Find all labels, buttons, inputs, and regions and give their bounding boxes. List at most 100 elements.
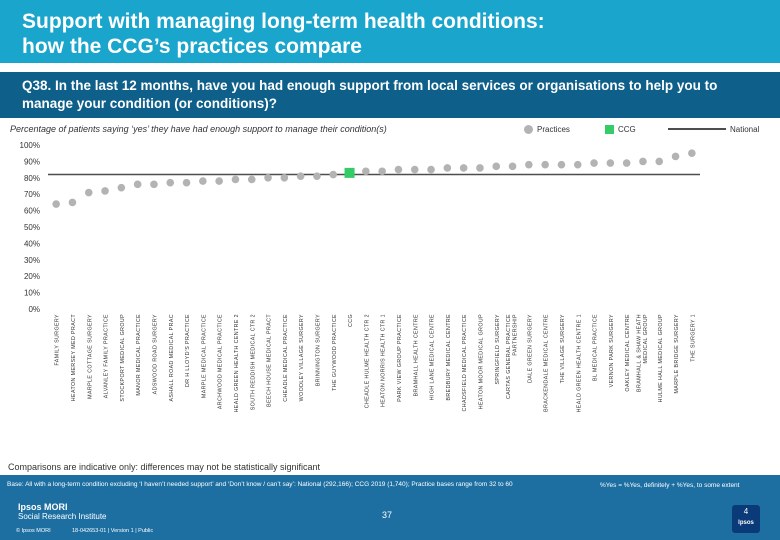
practice-marker bbox=[606, 159, 615, 167]
page-title: Support with managing long-term health c… bbox=[22, 9, 762, 59]
category-label: HULME HALL MEDICAL GROUP bbox=[658, 314, 664, 402]
category-label: SOUTH REDDISH MEDICAL CTR 2 bbox=[250, 314, 256, 410]
category-label: ALVANLEY FAMILY PRACTICE bbox=[104, 314, 110, 398]
category-label: CCG bbox=[348, 314, 354, 327]
category-label: CARTAS GENERAL PRACTICE bbox=[506, 314, 512, 399]
page-title-line1: Support with managing long-term health c… bbox=[22, 10, 545, 33]
category-label: CHEADLE HULME HEALTH CTR 2 bbox=[364, 314, 370, 408]
category-label: HEALD GREEN HEALTH CENTRE 2 bbox=[234, 314, 240, 412]
y-tick-label: 80% bbox=[24, 174, 40, 183]
practice-marker bbox=[688, 149, 696, 157]
practice-marker bbox=[329, 170, 338, 179]
category-label: FAMILY SURGERY bbox=[55, 314, 61, 366]
practice-marker bbox=[655, 157, 664, 166]
legend-national-label: National bbox=[730, 124, 760, 134]
practice-marker bbox=[590, 159, 598, 167]
chart-subtitle: Percentage of patients saying ‘yes’ they… bbox=[10, 124, 387, 134]
ccg-marker bbox=[344, 167, 355, 178]
practice-marker bbox=[280, 174, 289, 182]
practice-marker bbox=[443, 164, 452, 172]
category-label: PARTNERSHIP bbox=[513, 314, 519, 356]
practice-marker bbox=[150, 180, 158, 189]
practice-marker bbox=[671, 152, 680, 161]
practice-comparison-chart: 0% 10% 20% 30% 40% 50% 60% 70% 80% 90% 100% FAMILY … bbox=[20, 141, 700, 412]
category-label: STOCKPORT MEDICAL GROUP bbox=[120, 314, 126, 402]
national-line-icon bbox=[668, 128, 726, 130]
question-bar: Q38. In the last 12 months, have you had… bbox=[0, 72, 780, 118]
practice-marker bbox=[508, 162, 517, 171]
category-label: THE VILLAGE SURGERY bbox=[560, 314, 566, 383]
category-label: SPRINGFIELD SURGERY bbox=[495, 314, 501, 385]
category-label: BRAMHALL & SHAW HEATH bbox=[636, 314, 642, 392]
practice-marker bbox=[459, 164, 468, 172]
y-tick-label: 70% bbox=[24, 190, 40, 199]
category-label: WOODLEY VILLAGE SURGERY bbox=[299, 314, 305, 401]
category-label: DR H LLOYD'S PRACTICE bbox=[185, 314, 191, 387]
practice-marker bbox=[313, 172, 321, 180]
practice-marker bbox=[101, 187, 109, 195]
ipsos-logo: 4 Ipsos bbox=[732, 505, 760, 533]
practice-marker bbox=[476, 164, 484, 172]
category-label: BEECH HOUSE MEDICAL PRACT bbox=[267, 314, 273, 407]
page-number: 37 bbox=[382, 510, 393, 520]
category-label: ARCHWOOD MEDICAL PRACTICE bbox=[218, 314, 224, 409]
practice-marker bbox=[525, 160, 533, 169]
category-label: HEATON NORRIS HEALTH CTR 1 bbox=[381, 314, 387, 407]
practice-marker bbox=[166, 178, 175, 187]
ccg-marker-icon bbox=[605, 124, 614, 134]
practice-marker bbox=[378, 167, 386, 176]
practice-marker bbox=[215, 177, 223, 185]
practice-marker bbox=[117, 183, 126, 192]
category-label: MEDICAL GROUP bbox=[643, 314, 649, 364]
legend-ccg-label: CCG bbox=[618, 124, 636, 134]
category-label: ASHALL ROAD MEDICAL PRAC bbox=[169, 314, 175, 402]
y-tick-label: 90% bbox=[24, 157, 40, 166]
legend-practices-label: Practices bbox=[537, 124, 570, 134]
logo-word: Ipsos bbox=[738, 520, 754, 526]
practice-marker bbox=[296, 172, 305, 180]
practice-marker bbox=[639, 157, 647, 166]
category-label: CHADSFIELD MEDICAL PRACTICE bbox=[462, 314, 468, 411]
practice-marker bbox=[133, 180, 142, 189]
practice-marker bbox=[84, 188, 93, 197]
category-label: BRACKENDALE MEDICAL CENTRE bbox=[544, 314, 550, 412]
category-label: THE GUYWOOD PRACTICE bbox=[332, 314, 338, 391]
category-label: BREDBURY MEDICAL CENTRE bbox=[446, 314, 452, 401]
copyright-text: © Ipsos MORI bbox=[16, 528, 51, 534]
job-reference: 18-042653-01 | Version 1 | Public bbox=[72, 528, 154, 534]
brand-institute: Social Research Institute bbox=[18, 512, 107, 521]
practice-marker bbox=[264, 174, 272, 182]
brand-name: Ipsos MORI bbox=[18, 502, 68, 512]
category-label: BL MEDICAL PRACTICE bbox=[593, 314, 599, 381]
practice-marker bbox=[52, 200, 60, 208]
category-label: ADSWOOD ROAD SURGERY bbox=[152, 314, 158, 394]
category-label: DALE GREEN SURGERY bbox=[527, 314, 533, 383]
practice-marker bbox=[182, 178, 191, 187]
category-label: PARK VIEW GROUP PRACTICE bbox=[397, 314, 403, 402]
legend-practices: Practices bbox=[524, 122, 570, 136]
practice-marker-icon bbox=[524, 124, 533, 134]
category-label: MANOR MEDICAL PRACTICE bbox=[136, 314, 142, 396]
page-title-line2: how the CCG’s practices compare bbox=[22, 35, 362, 58]
category-label: BRAMHALL HEALTH CENTRE bbox=[413, 314, 419, 396]
category-label: MARPLE MEDICAL PRACTICE bbox=[201, 314, 207, 398]
practice-marker bbox=[573, 160, 582, 169]
y-tick-label: 100% bbox=[20, 141, 40, 150]
y-tick-label: 10% bbox=[24, 289, 40, 298]
y-tick-label: 30% bbox=[24, 256, 40, 265]
category-label: HIGH LANE MEDICAL CENTRE bbox=[430, 314, 436, 400]
category-label: BRINNINGTON SURGERY bbox=[315, 314, 321, 386]
category-label: OAKLEY MEDICAL CENTRE bbox=[625, 314, 631, 392]
legend-national: National bbox=[668, 122, 759, 136]
practice-marker bbox=[410, 165, 419, 174]
category-label: MARPLE COTTAGE SURGERY bbox=[87, 314, 93, 399]
practice-marker bbox=[427, 165, 435, 174]
yes-definition-note: %Yes = %Yes, definitely + %Yes, to some … bbox=[600, 482, 740, 489]
practice-marker bbox=[231, 175, 240, 184]
practice-marker bbox=[622, 159, 631, 167]
practice-marker bbox=[394, 165, 403, 174]
category-label: MARPLE BRIDGE SURGERY bbox=[674, 314, 680, 394]
header-bar: Support with managing long-term health c… bbox=[0, 0, 780, 63]
category-label: HEATON MOOR MEDICAL GROUP bbox=[478, 314, 484, 409]
practice-marker bbox=[68, 198, 77, 207]
